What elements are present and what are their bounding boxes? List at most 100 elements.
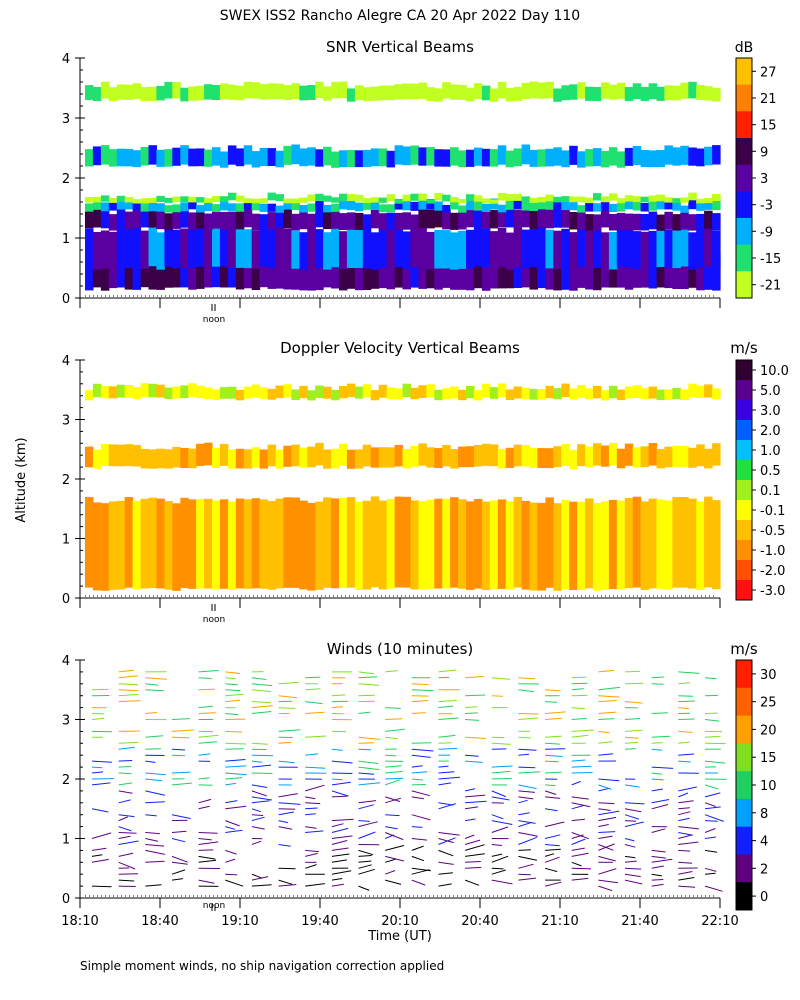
heatmap-cell [212,389,221,400]
heatmap-cell [267,388,277,400]
wind-barb [464,844,485,851]
wind-barb [331,853,350,857]
heatmap-cell [505,501,515,590]
heatmap-cell [124,228,134,268]
wind-barb [571,772,593,774]
heatmap-cell [307,147,316,166]
heatmap-cell [704,198,713,203]
heatmap-cell [513,86,523,101]
heatmap-cell [537,196,546,203]
wind-barb [225,873,238,876]
heatmap-cell [434,251,443,290]
heatmap-cell [299,500,308,590]
heatmap-cell [124,148,134,167]
wind-barb [118,700,141,703]
wind-barb [171,771,191,774]
wind-barb [385,779,401,786]
heatmap-cell [608,385,618,399]
wind-barb [278,729,301,732]
wind-barb [411,879,426,886]
heatmap-cell [283,198,292,204]
wind-barb [571,847,585,851]
heatmap-cell [219,443,229,466]
wind-barb [438,861,454,865]
heatmap-cell [664,500,673,590]
wind-barb [571,688,584,691]
heatmap-cell [593,193,602,201]
wind-barb [145,677,167,680]
heatmap-cell [473,147,483,166]
heatmap-cell [346,200,356,211]
heatmap-cell [545,148,554,167]
heatmap-cell [386,150,396,168]
wind-barb [571,707,585,710]
heatmap-cell [593,443,602,466]
heatmap-cell [426,499,435,589]
heatmap-cell [386,498,396,589]
heatmap-cell [608,232,618,270]
heatmap-cell [140,230,150,269]
heatmap-cell [386,85,396,101]
heatmap-cell [442,230,451,269]
colorbar-label: 0.5 [760,464,781,479]
wind-barb [598,802,615,805]
wind-barb [145,790,166,796]
heatmap-cell [339,386,348,399]
heatmap-cell [680,389,689,400]
doppler-panel: Doppler Velocity Vertical Beams m/s 0 1 2 3… [62,339,789,625]
heatmap-cell [402,212,411,230]
heatmap-cell [378,204,388,213]
heatmap-cell [680,82,689,99]
wind-barb [411,867,432,872]
wind-barb [491,796,510,801]
wind-barb [545,771,562,774]
heatmap-cell [434,207,443,228]
heatmap-cell [394,496,404,588]
heatmap-cell [600,445,610,467]
wind-barb [704,836,716,839]
wind-barb [331,748,343,751]
heatmap-cell [569,253,578,291]
heatmap-cell [386,194,396,202]
heatmap-cell [466,252,475,291]
heatmap-cell [394,444,404,467]
heatmap-cell [259,84,269,100]
heatmap-cell [426,147,435,166]
wind-barb [518,832,538,837]
wind-barb [118,840,139,845]
heatmap-cell [196,498,205,589]
heatmap-cell [251,498,261,589]
heatmap-cell [680,197,689,203]
heatmap-cell [156,498,165,589]
wind-barb [278,741,292,744]
heatmap-cell [346,249,356,289]
heatmap-cell [442,194,451,202]
wind-barb [118,746,135,750]
wind-barb [651,742,663,744]
heatmap-cell [124,198,134,210]
heatmap-cell [251,447,261,468]
heatmap-cell [466,229,475,269]
wind-barb [331,823,344,828]
heatmap-cell [188,228,197,268]
wind-barb [198,841,219,845]
heatmap-cell [315,149,324,167]
heatmap-cell [545,81,554,99]
heatmap-cell [450,386,459,399]
wind-barb [491,742,511,745]
wind-barb [571,818,585,822]
wind-barb [438,717,459,720]
heatmap-cell [108,386,118,399]
wind-barb [145,735,164,738]
wind-barb [704,806,721,810]
heatmap-cell [85,149,94,167]
heatmap-cell [362,199,372,210]
heatmap-cell [521,144,531,165]
heatmap-cell [545,229,554,269]
heatmap-cell [481,228,491,268]
heatmap-cell [204,247,213,288]
heatmap-cell [513,227,523,268]
wind-barb [225,742,247,745]
heatmap-cell [386,387,396,399]
heatmap-cell [291,83,300,100]
